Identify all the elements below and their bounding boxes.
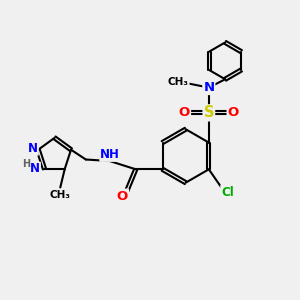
Text: N: N bbox=[28, 142, 38, 155]
Text: O: O bbox=[179, 106, 190, 119]
Text: NH: NH bbox=[100, 148, 120, 161]
Text: S: S bbox=[204, 105, 214, 120]
Text: N: N bbox=[203, 81, 214, 94]
Text: CH₃: CH₃ bbox=[168, 76, 189, 87]
Text: Cl: Cl bbox=[221, 186, 234, 199]
Text: N: N bbox=[30, 163, 40, 176]
Text: O: O bbox=[228, 106, 239, 119]
Text: O: O bbox=[117, 190, 128, 202]
Text: CH₃: CH₃ bbox=[50, 190, 71, 200]
Text: H: H bbox=[22, 159, 30, 169]
